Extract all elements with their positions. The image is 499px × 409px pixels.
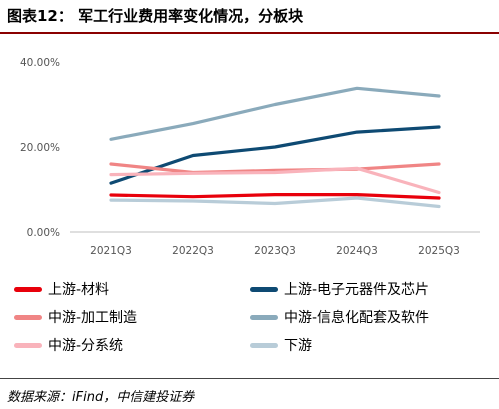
legend-item: 上游-材料 <box>14 276 109 302</box>
series-line-1 <box>109 193 441 200</box>
legend-label: 中游-加工制造 <box>48 310 138 326</box>
legend-swatch <box>250 286 278 292</box>
legend-swatch <box>250 314 278 320</box>
legend-item: 中游-加工制造 <box>14 304 137 330</box>
y-tick-label: 0.00% <box>27 227 60 239</box>
x-tick-label: 2021Q3 <box>90 245 132 257</box>
legend-label: 中游-信息化配套及软件 <box>284 310 430 326</box>
y-tick-label: 40.00% <box>20 57 60 69</box>
source-divider <box>0 378 499 379</box>
title-divider <box>0 32 499 34</box>
legend-item: 中游-信息化配套及软件 <box>250 304 429 330</box>
series-line-2 <box>109 125 441 185</box>
series-line-6 <box>109 196 441 209</box>
chart-axes: 0.00% 20.00% 40.00% 2021Q3 2022Q3 2023Q3 2024Q… <box>20 57 480 257</box>
chart-title: 图表12： 军工行业费用率变化情况，分板块 <box>7 7 304 25</box>
data-source: 数据来源：iFind，中信建投证券 <box>7 390 195 405</box>
series-line-5 <box>109 166 441 195</box>
legend-swatch <box>14 342 42 348</box>
y-tick-label: 20.00% <box>20 142 60 154</box>
x-tick-label: 2022Q3 <box>172 245 214 257</box>
legend-item: 下游 <box>250 332 312 358</box>
series-line-4 <box>109 86 441 141</box>
legend-item: 中游-分系统 <box>14 332 123 358</box>
legend-swatch <box>14 286 42 292</box>
legend-swatch <box>14 314 42 320</box>
legend-label: 下游 <box>284 338 312 354</box>
series-line-3 <box>109 162 441 175</box>
x-tick-label: 2025Q3 <box>418 245 460 257</box>
line-chart: 0.00% 20.00% 40.00% 2021Q3 2022Q3 2023Q3 2024Q… <box>20 57 480 257</box>
legend-item: 上游-电子元器件及芯片 <box>250 276 429 302</box>
legend-label: 上游-电子元器件及芯片 <box>284 282 430 298</box>
legend-label: 上游-材料 <box>48 282 110 298</box>
chart-legend: 上游-材料 上游-电子元器件及芯片中游-加工制造 中游-信息化配套及软件中游-分系统… <box>14 276 499 360</box>
legend-swatch <box>250 342 278 348</box>
x-tick-label: 2023Q3 <box>254 245 296 257</box>
x-tick-label: 2024Q3 <box>336 245 378 257</box>
legend-label: 中游-分系统 <box>48 338 124 354</box>
chart-series <box>109 86 441 209</box>
